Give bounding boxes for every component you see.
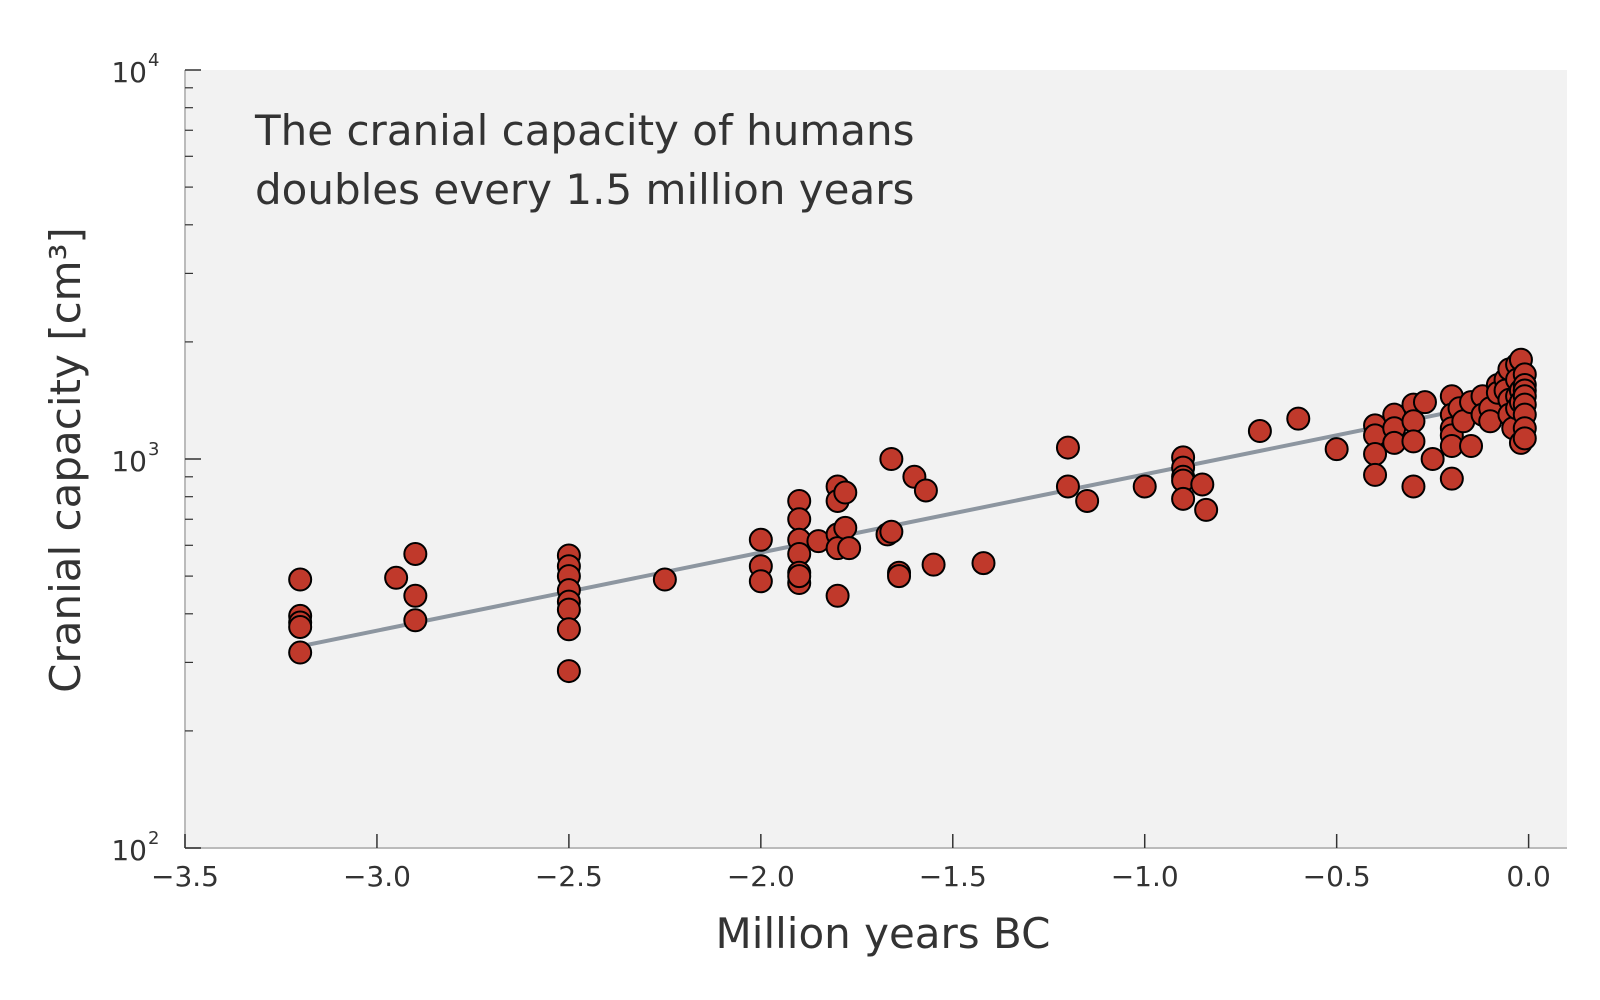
data-point (748, 527, 773, 552)
data-point (556, 617, 581, 642)
data-point (1363, 462, 1388, 487)
data-point (837, 536, 862, 561)
data-point (1401, 474, 1426, 499)
data-point (921, 552, 946, 577)
annotation-layer: The cranial capacity of humans doubles e… (254, 106, 915, 214)
data-point (1420, 447, 1445, 471)
data-point (879, 519, 904, 544)
data-point (403, 583, 428, 608)
data-point (825, 583, 850, 608)
data-point (1324, 437, 1349, 462)
data-point (384, 565, 409, 590)
data-point (1055, 435, 1080, 460)
y-tick-label: 10 (111, 445, 147, 478)
data-point (1171, 486, 1196, 511)
x-tick-label: −3.5 (151, 860, 219, 893)
annotation-line-1: The cranial capacity of humans (254, 106, 915, 155)
x-axis-title: Million years BC (716, 909, 1051, 958)
x-tick-label: −1.5 (919, 860, 987, 893)
x-tick-label: 0.0 (1506, 860, 1551, 893)
fit-line-layer (299, 394, 1530, 649)
data-point (1194, 497, 1219, 522)
x-tick-label: −2.0 (727, 860, 795, 893)
data-point (1401, 409, 1426, 434)
y-tick-exponent: 4 (148, 50, 159, 71)
annotation-line-2: doubles every 1.5 million years (255, 165, 914, 214)
data-point (1132, 474, 1157, 499)
data-point (1459, 433, 1484, 458)
data-point (887, 564, 912, 589)
data-point (1190, 472, 1215, 497)
data-point (652, 567, 677, 592)
y-tick-label: 10 (111, 56, 147, 89)
data-point (787, 507, 812, 532)
data-point (403, 608, 428, 633)
y-tick-exponent: 3 (148, 439, 159, 460)
data-point (913, 478, 938, 503)
data-point (403, 541, 428, 566)
data-point (1439, 466, 1464, 491)
data-point (1512, 426, 1537, 451)
data-point (879, 447, 904, 471)
data-point (833, 515, 858, 540)
data-point (1055, 474, 1080, 499)
data-point (1401, 429, 1426, 454)
data-point (556, 659, 581, 684)
x-tick-label: −2.5 (535, 860, 603, 893)
data-point (288, 640, 313, 665)
data-point (1412, 390, 1437, 415)
data-point (748, 569, 773, 594)
data-point (971, 551, 996, 576)
data-point (288, 567, 313, 592)
y-tick-label: 10 (111, 834, 147, 867)
data-point (1286, 406, 1311, 431)
x-tick-label: −1.0 (1111, 860, 1179, 893)
data-point (1247, 419, 1272, 444)
x-tick-label: −0.5 (1303, 860, 1371, 893)
x-tick-label: −3.0 (343, 860, 411, 893)
data-point (288, 614, 313, 639)
data-point (787, 564, 812, 589)
data-point (1075, 488, 1100, 513)
data-points-layer (288, 347, 1537, 684)
data-point (833, 480, 858, 505)
fit-line (299, 394, 1530, 649)
y-tick-exponent: 2 (148, 828, 159, 849)
y-axis-title: Cranial capacity [cm³] (41, 227, 90, 693)
